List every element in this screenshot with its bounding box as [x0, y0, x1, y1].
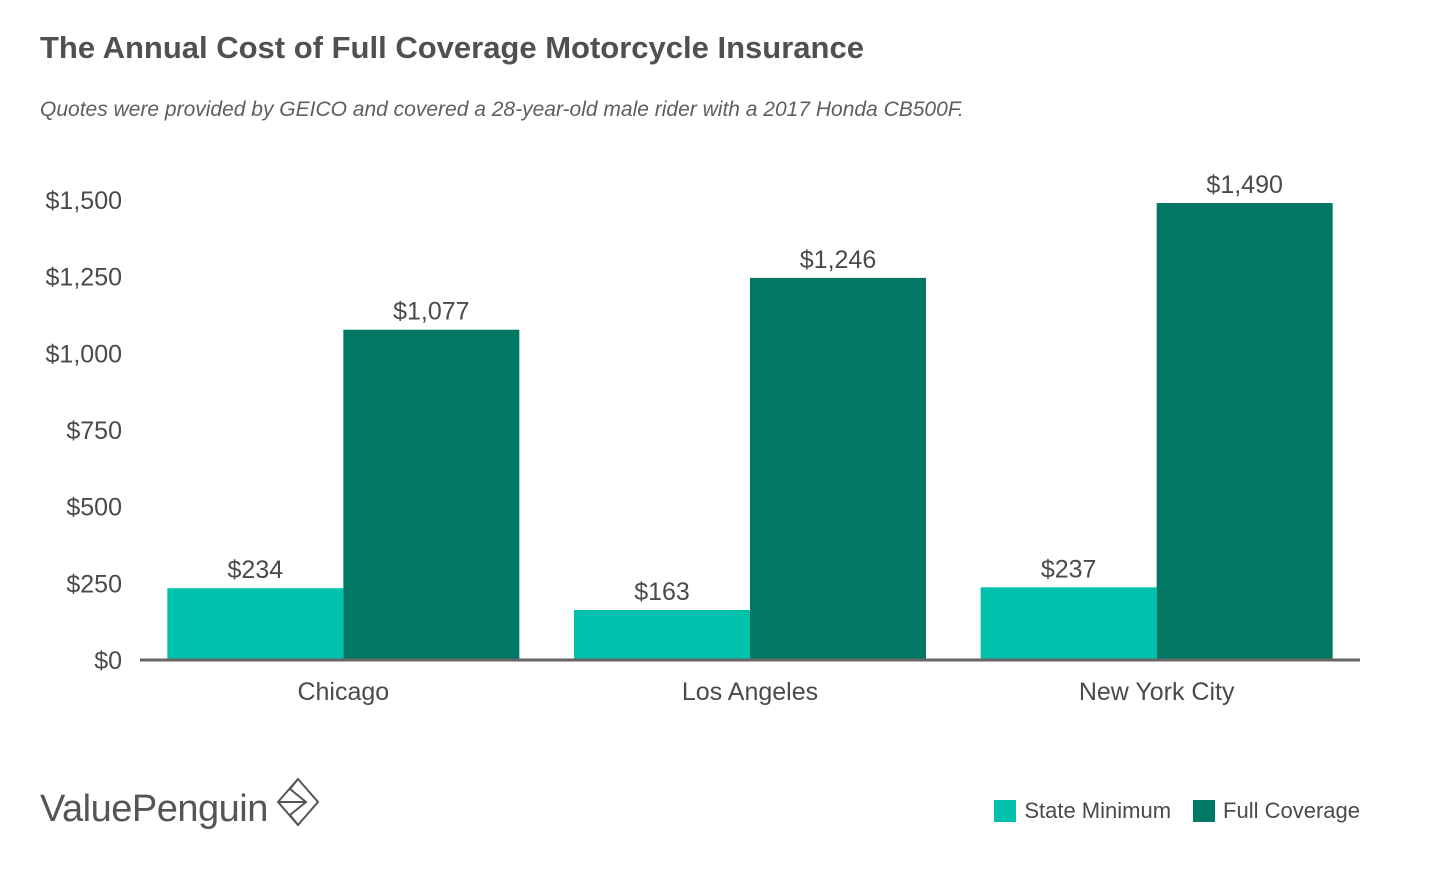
- bars-group: [167, 203, 1333, 661]
- bar-chart: $0 $250 $500 $750 $1,000 $1,250 $1,500 $234 $1,…: [46, 171, 1360, 706]
- diamond-logo-icon: [276, 776, 320, 832]
- bar-value-label: $237: [1041, 555, 1097, 583]
- bar-value-label: $1,246: [800, 246, 876, 274]
- legend-item-state-minimum: State Minimum: [994, 798, 1171, 824]
- chart-title: The Annual Cost of Full Coverage Motorcy…: [40, 30, 864, 65]
- legend-label-full-coverage: Full Coverage: [1223, 798, 1360, 823]
- x-tick-label: Chicago: [297, 678, 389, 706]
- y-tick-label: $250: [66, 570, 122, 598]
- bar-value-label: $163: [634, 578, 690, 606]
- y-tick-label: $1,000: [46, 340, 122, 368]
- y-tick-label: $750: [66, 417, 122, 445]
- chart-subtitle: Quotes were provided by GEICO and covere…: [40, 98, 964, 121]
- y-tick-label: $1,250: [46, 264, 122, 292]
- y-tick-label: $0: [94, 647, 122, 675]
- valuepenguin-logo: ValuePenguin: [40, 776, 320, 834]
- y-tick-label: $1,500: [46, 187, 122, 215]
- legend-label-state-minimum: State Minimum: [1024, 798, 1172, 823]
- bar-value-label: $234: [228, 556, 284, 584]
- chart-legend: State Minimum Full Coverage: [994, 798, 1360, 824]
- x-tick-label: Los Angeles: [682, 678, 818, 706]
- bar-full-coverage: [1156, 203, 1333, 661]
- legend-swatch-full-coverage: [1193, 800, 1216, 822]
- legend-swatch-state-minimum: [994, 800, 1017, 822]
- bar-state-minimum: [980, 587, 1157, 660]
- bar-value-label: $1,490: [1206, 171, 1282, 199]
- legend-item-full-coverage: Full Coverage: [1193, 798, 1360, 824]
- value-labels-group: $234 $1,077 $163 $1,246 $237 $1,490: [228, 171, 1283, 606]
- bar-full-coverage: [750, 277, 926, 660]
- bar-value-label: $1,077: [393, 298, 469, 326]
- y-axis-ticks: $0 $250 $500 $750 $1,000 $1,250 $1,500: [46, 187, 122, 675]
- bar-state-minimum: [574, 610, 750, 660]
- bar-state-minimum: [167, 588, 344, 660]
- x-tick-label: New York City: [1079, 678, 1235, 706]
- x-axis-ticks: Chicago Los Angeles New York City: [297, 678, 1235, 706]
- y-tick-label: $500: [66, 494, 122, 522]
- bar-full-coverage: [343, 329, 520, 660]
- logo-text: ValuePenguin: [40, 787, 268, 830]
